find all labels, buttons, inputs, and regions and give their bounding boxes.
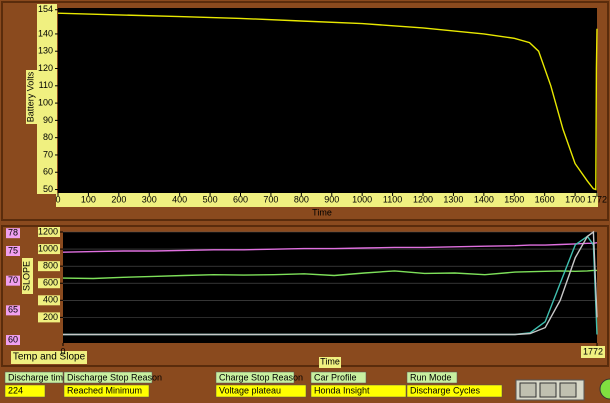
x-axis-title: Time <box>320 356 340 366</box>
series-line <box>63 230 598 336</box>
tick-label-box <box>38 244 60 255</box>
x-tick-label: 1772 <box>587 194 607 204</box>
x-tick-label: 1200 <box>413 194 433 204</box>
y-tick-label: 80 <box>43 132 53 142</box>
axis-strip <box>37 4 57 194</box>
x-tick-label: 1400 <box>474 194 494 204</box>
tick-label-box <box>38 295 60 306</box>
field-label-box <box>63 371 153 384</box>
label-box <box>11 351 87 364</box>
tick-label-box <box>38 312 60 323</box>
axis-strip <box>56 193 598 207</box>
field-value: Discharge Cycles <box>410 385 481 395</box>
y-axis-title: SLOPE <box>21 261 31 291</box>
x-tick-label: 100 <box>81 194 96 204</box>
cursor-tool[interactable] <box>559 382 577 398</box>
x-tick-label: 1100 <box>383 194 402 204</box>
field-label-box <box>406 371 458 384</box>
y2-tick-label: 70 <box>8 275 18 285</box>
status-indicator <box>599 378 610 400</box>
x-tick-label: 300 <box>142 194 157 204</box>
y-tick-label: 120 <box>38 63 53 73</box>
y-tick-label: 130 <box>38 46 53 56</box>
x-tick-label: 1772 <box>583 346 603 356</box>
x-tick-label: 1000 <box>352 194 372 204</box>
y-tick-label: 110 <box>39 80 53 90</box>
tick-label-box <box>581 346 605 358</box>
tick-label-box <box>38 278 60 289</box>
tick-label-box <box>38 227 60 237</box>
y-tick-label: 90 <box>43 115 53 125</box>
field-value: Honda Insight <box>314 385 370 395</box>
panel-frame <box>1 225 609 367</box>
plot-area <box>58 8 597 193</box>
x-tick-label: 800 <box>294 194 309 204</box>
y-tick-label: 60 <box>43 167 53 177</box>
y-tick-label: 200 <box>43 312 58 322</box>
x-tick-label: 900 <box>324 194 339 204</box>
y-tick-label: 1200 <box>38 226 58 236</box>
x-tick-label: 1700 <box>565 194 585 204</box>
series-line <box>57 12 598 191</box>
field-value: Voltage plateau <box>219 385 281 395</box>
x-tick-label: 1300 <box>443 194 463 204</box>
field-value-box <box>215 384 307 398</box>
field-label: Run Mode <box>410 372 452 382</box>
y2-tick-label: 75 <box>8 245 18 255</box>
tick-label-box <box>38 261 60 272</box>
y-tick-label: 154 <box>38 4 53 14</box>
field-value: Reached Minimum <box>67 385 142 395</box>
x-tick-label: 400 <box>172 194 187 204</box>
y-tick-label: 400 <box>43 295 58 305</box>
field-value-box <box>63 384 150 398</box>
y-tick-label: 50 <box>43 184 53 194</box>
x-tick-label: 0 <box>55 194 60 204</box>
y-tick-label: 800 <box>43 261 58 271</box>
tick-label-box <box>6 228 20 239</box>
tick-label-box <box>6 335 20 346</box>
tick-label-box <box>6 275 20 286</box>
y-tick-label: 1000 <box>38 243 58 253</box>
x-tick-label: 0 <box>60 346 65 356</box>
tick-label-box <box>6 305 20 316</box>
y-tick-label: 600 <box>43 278 58 288</box>
field-label-box <box>310 371 367 384</box>
label-box <box>26 70 37 124</box>
chart-title: Temp and Slope <box>13 352 86 363</box>
x-tick-label: 200 <box>111 194 126 204</box>
field-value: 224 <box>8 385 23 395</box>
x-tick-label: 1500 <box>504 194 524 204</box>
field-label: Car Profile <box>314 372 357 382</box>
y2-tick-label: 65 <box>8 305 18 315</box>
label-box <box>319 357 341 368</box>
y-tick-label: 70 <box>43 149 53 159</box>
field-label: Charge Stop Reason <box>219 372 303 382</box>
panel-frame <box>1 1 609 221</box>
y-tick-label: 140 <box>38 28 53 38</box>
label-box <box>22 258 33 294</box>
x-tick-label: 500 <box>203 194 218 204</box>
y-tick-label: 100 <box>38 97 53 107</box>
x-tick-label: 1600 <box>535 194 555 204</box>
field-label-box <box>215 371 295 384</box>
y2-tick-label: 60 <box>8 334 18 344</box>
zoom-tool[interactable] <box>519 382 537 398</box>
field-label: Discharge Stop Reason <box>67 372 162 382</box>
field-label: Discharge time <box>8 372 68 382</box>
field-value-box <box>310 384 407 398</box>
x-tick-label: 700 <box>263 194 278 204</box>
field-value-box <box>406 384 503 398</box>
y-axis-title: Battery Volts <box>25 71 35 122</box>
x-axis-title: Time <box>312 207 332 217</box>
field-value-box <box>4 384 46 398</box>
field-label-box <box>4 371 64 384</box>
y2-tick-label: 78 <box>8 228 18 238</box>
x-tick-label: 600 <box>233 194 248 204</box>
pan-tool[interactable] <box>539 382 557 398</box>
tick-label-box <box>6 245 20 256</box>
series-line <box>62 242 598 253</box>
